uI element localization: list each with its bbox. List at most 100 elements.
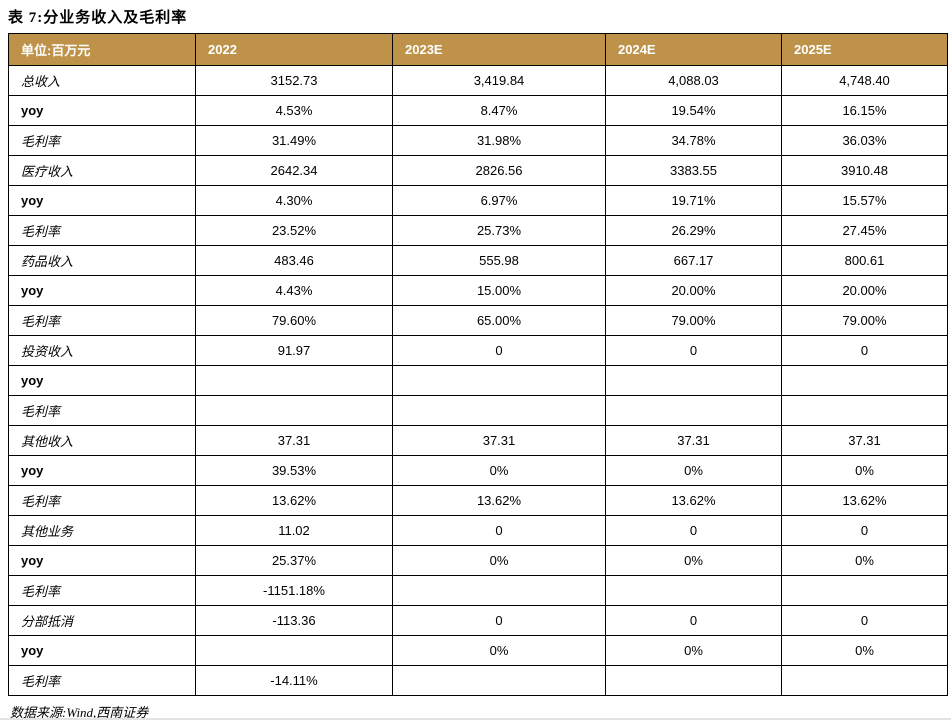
year-header-cell: 2022 [195,33,393,66]
cell-value: 13.62% [781,485,948,516]
cell-value: 0 [781,515,948,546]
table-row: 总收入 3152.73 3,419.84 4,088.03 4,748.40 [8,65,948,96]
cell-value: 13.62% [195,485,393,516]
cell-value: 4.43% [195,275,393,306]
cell-value: 4.53% [195,95,393,126]
cell-value: 19.54% [605,95,782,126]
table-row: 毛利率 23.52% 25.73% 26.29% 27.45% [8,215,948,246]
cell-value: 2826.56 [392,155,606,186]
row-label: 投资收入 [8,335,196,366]
row-label: yoy [8,455,196,486]
cell-value [605,395,782,426]
table-row: 药品收入 483.46 555.98 667.17 800.61 [8,245,948,276]
cell-value: 0 [605,515,782,546]
revenue-margin-table: 单位:百万元 2022 2023E 2024E 2025E 总收入 3152.73 3,41… [8,33,948,696]
cell-value: 37.31 [392,425,606,456]
cell-value: 37.31 [195,425,393,456]
cell-value [605,575,782,606]
cell-value: 0% [781,545,948,576]
table-row: yoy 4.30% 6.97% 19.71% 15.57% [8,185,948,216]
cell-value: 23.52% [195,215,393,246]
cell-value: 39.53% [195,455,393,486]
cell-value [195,395,393,426]
data-source-note: 数据来源:Wind,西南证券 [10,705,149,720]
table-row: 其他收入 37.31 37.31 37.31 37.31 [8,425,948,456]
row-label: 药品收入 [8,245,196,276]
cell-value: 13.62% [392,485,606,516]
row-label: 医疗收入 [8,155,196,186]
row-label: yoy [8,185,196,216]
cell-value: 8.47% [392,95,606,126]
cell-value: 27.45% [781,215,948,246]
row-label: 分部抵消 [8,605,196,636]
cell-value: 20.00% [605,275,782,306]
cell-value: 15.57% [781,185,948,216]
cell-value: 31.49% [195,125,393,156]
cell-value: 79.00% [605,305,782,336]
table-row: 毛利率 79.60% 65.00% 79.00% 79.00% [8,305,948,336]
cell-value [605,665,782,696]
cell-value: 4,088.03 [605,65,782,96]
cell-value: 3910.48 [781,155,948,186]
cell-value: 0% [392,455,606,486]
cell-value: 800.61 [781,245,948,276]
cell-value: 79.60% [195,305,393,336]
cell-value: 0% [781,635,948,666]
cell-value: 0 [392,515,606,546]
row-label: 其他业务 [8,515,196,546]
table-row: 分部抵消 -113.36 0 0 0 [8,605,948,636]
table-row: 毛利率 [8,395,948,426]
cell-value [195,365,393,396]
cell-value: 20.00% [781,275,948,306]
table-row: yoy 25.37% 0% 0% 0% [8,545,948,576]
cell-value: 19.71% [605,185,782,216]
cell-value: 3383.55 [605,155,782,186]
cell-value: 4.30% [195,185,393,216]
cell-value [781,365,948,396]
cell-value: 0 [781,335,948,366]
table-row: 毛利率 31.49% 31.98% 34.78% 36.03% [8,125,948,156]
cell-value [781,395,948,426]
cell-value: 555.98 [392,245,606,276]
cell-value: 0% [605,545,782,576]
cell-value: 0% [605,455,782,486]
cell-value: -113.36 [195,605,393,636]
page-divider [0,718,951,720]
cell-value: 34.78% [605,125,782,156]
table-title: 表 7:分业务收入及毛利率 [8,10,188,26]
cell-value: 15.00% [392,275,606,306]
cell-value: 36.03% [781,125,948,156]
table-row: 毛利率 -14.11% [8,665,948,696]
cell-value: 0 [605,605,782,636]
cell-value: 79.00% [781,305,948,336]
cell-value: 3152.73 [195,65,393,96]
cell-value: 3,419.84 [392,65,606,96]
table-row: yoy [8,365,948,396]
cell-value: 11.02 [195,515,393,546]
row-label: 毛利率 [8,485,196,516]
cell-value: 25.73% [392,215,606,246]
row-label: yoy [8,365,196,396]
table-row: yoy 39.53% 0% 0% 0% [8,455,948,486]
cell-value: 0 [392,605,606,636]
row-label: 毛利率 [8,125,196,156]
cell-value: 0% [781,455,948,486]
row-label: 毛利率 [8,665,196,696]
cell-value: 0 [781,605,948,636]
row-label: 总收入 [8,65,196,96]
cell-value: 37.31 [781,425,948,456]
cell-value: 0 [392,335,606,366]
cell-value: 31.98% [392,125,606,156]
row-label: 其他收入 [8,425,196,456]
row-label: 毛利率 [8,395,196,426]
cell-value: 0% [392,545,606,576]
unit-header-cell: 单位:百万元 [8,33,196,66]
row-label: yoy [8,635,196,666]
cell-value: 4,748.40 [781,65,948,96]
cell-value [605,365,782,396]
cell-value: 91.97 [195,335,393,366]
table-row: yoy 0% 0% 0% [8,635,948,666]
cell-value: 37.31 [605,425,782,456]
row-label: yoy [8,95,196,126]
